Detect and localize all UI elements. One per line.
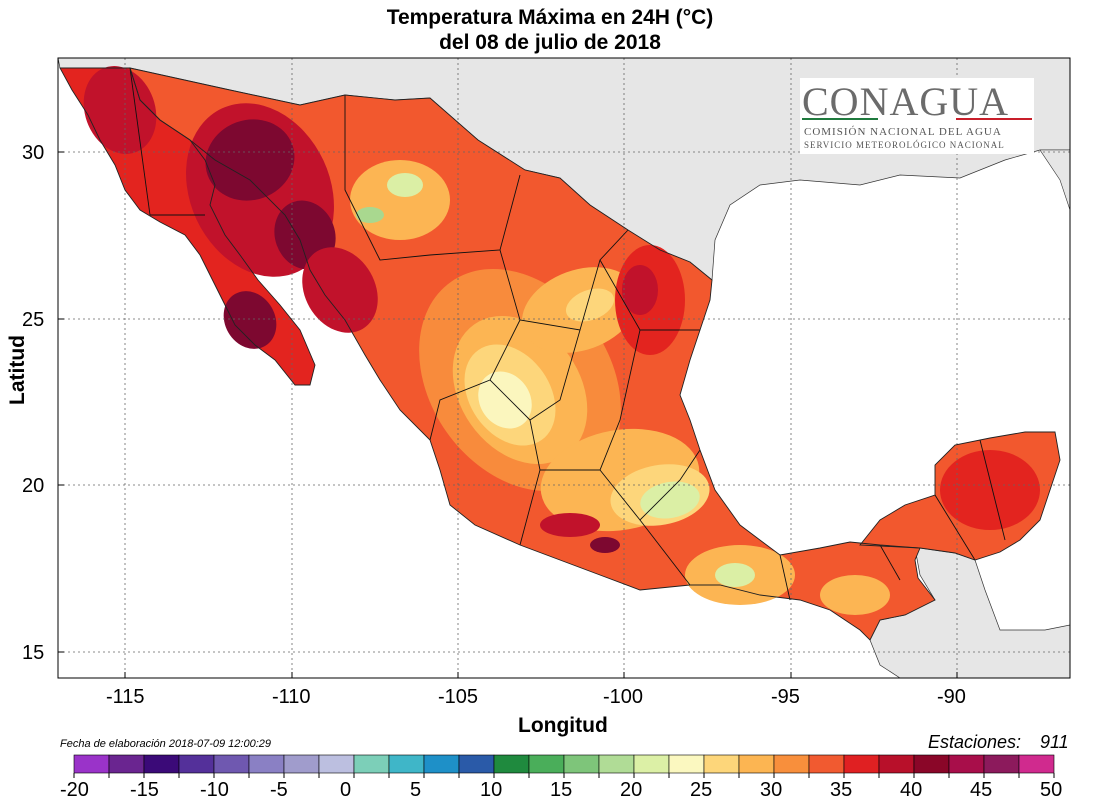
state-border (519, 469, 541, 546)
x-tick-label: -100 (603, 686, 644, 708)
colorbar-label: 40 (900, 779, 923, 801)
x-axis-title: Longitud (518, 714, 608, 737)
colorbar-swatch (563, 754, 600, 774)
colorbar-swatch (598, 754, 635, 774)
colorbar-label: 35 (830, 779, 853, 801)
colorbar-swatch (143, 754, 180, 774)
y-tick-label: 15 (22, 642, 45, 664)
colorbar-swatch (248, 754, 285, 774)
colorbar-swatch (843, 754, 880, 774)
colorbar-swatch (878, 754, 915, 774)
colorbar-label: 25 (690, 779, 713, 801)
stations-count: 911 (1040, 732, 1069, 752)
state-border (639, 519, 691, 586)
state-border (129, 67, 151, 216)
colorbar-swatch (353, 754, 390, 774)
colorbar-swatch (213, 754, 250, 774)
colorbar-label: -10 (200, 779, 229, 801)
cool-zone-chihuahua (387, 173, 423, 197)
cool-zone-coahuila (565, 288, 615, 322)
state-border (934, 494, 976, 561)
cold-zone-chihuahua (356, 207, 384, 223)
hot-zone-sinaloa (302, 247, 378, 333)
state-border (779, 554, 791, 601)
conagua-wordmark: CONAGUA (802, 79, 1009, 124)
colorbar-label: -15 (130, 779, 159, 801)
colorbar-label: -5 (270, 779, 288, 801)
y-tick-label: 30 (22, 142, 45, 164)
coastline (129, 67, 936, 641)
cool-zone-oaxaca (715, 563, 755, 587)
colorbar-label: -20 (60, 779, 89, 801)
hottest-zone-guerrero (590, 537, 620, 553)
colorbar-swatch (423, 754, 460, 774)
hotter-zone-nuevo-leon (622, 265, 658, 315)
coolest-zone-central (478, 371, 532, 429)
colorbar-swatch (633, 754, 670, 774)
state-border (879, 544, 901, 581)
logo-line1: COMISIÓN NACIONAL DEL AGUA (804, 126, 1002, 138)
stations-label: Estaciones: (928, 732, 1022, 752)
colorbar-swatch (773, 754, 810, 774)
state-border (979, 439, 1006, 541)
x-tick-label: -105 (438, 686, 479, 708)
colorbar-swatch (458, 754, 495, 774)
colorbar-swatch (528, 754, 565, 774)
hot-zone-yucatan (940, 450, 1040, 530)
state-border (599, 449, 701, 521)
colorbar-swatch (108, 754, 145, 774)
colorbar-swatch (738, 754, 775, 774)
colorbar-label: 50 (1040, 779, 1063, 801)
conagua-logo: CONAGUA COMISIÓN NACIONAL DEL AGUA SERVI… (800, 78, 1034, 154)
y-axis-title: Latitud (6, 335, 29, 405)
hottest-zone-sonora (205, 119, 295, 201)
colorbar-swatch (808, 754, 845, 774)
colorbar-swatch (283, 754, 320, 774)
colorbar-label: 5 (410, 779, 422, 801)
colorbar-swatch (178, 754, 215, 774)
logo-line2: SERVICIO METEOROLÓGICO NACIONAL (804, 140, 1005, 150)
colorbar-swatch (73, 754, 110, 774)
coastline (59, 67, 316, 386)
x-tick-label: -95 (771, 686, 800, 708)
colorbar-swatch (388, 754, 425, 774)
colorbar-label: 45 (970, 779, 993, 801)
mild-zone-chihuahua (350, 160, 450, 240)
colorbar-swatch (983, 754, 1020, 774)
hottest-zone-baja-south (223, 291, 277, 349)
colorbar-swatch (1018, 754, 1055, 774)
colorbar-label: 20 (620, 779, 643, 801)
elaboration-date: Fecha de elaboración 2018-07-09 12:00:29 (60, 738, 271, 750)
colorbar-swatch (948, 754, 985, 774)
coolest-zone-puebla (640, 481, 700, 519)
hot-zone-baja-north (83, 66, 157, 154)
colorbar-label: 15 (550, 779, 573, 801)
colorbar-swatch (913, 754, 950, 774)
state-border (429, 379, 491, 441)
colorbar-swatch (493, 754, 530, 774)
x-tick-label: -110 (272, 686, 311, 708)
x-tick-label: -115 (106, 686, 145, 708)
colorbar (73, 754, 1055, 778)
colorbar-label: 10 (480, 779, 503, 801)
colorbar-swatch (668, 754, 705, 774)
map-frame (57, 57, 1071, 679)
logo-tricolor-line (802, 118, 1032, 120)
mild-zone-chiapas (820, 575, 890, 615)
y-tick-label: 25 (22, 309, 45, 331)
x-tick-label: -90 (937, 686, 966, 708)
colorbar-label: 0 (340, 779, 352, 801)
colorbar-swatch (318, 754, 355, 774)
y-tick-label: 20 (22, 475, 45, 497)
state-border (344, 95, 431, 261)
chart-subtitle: del 08 de julio de 2018 (439, 31, 661, 54)
coastline (859, 431, 1061, 561)
colorbar-label: 30 (760, 779, 783, 801)
chart-title: Temperatura Máxima en 24H (°C) (386, 6, 714, 29)
florida-landmass (1039, 149, 1070, 211)
hot-zone-michoacan (540, 513, 600, 537)
colorbar-swatch (703, 754, 740, 774)
